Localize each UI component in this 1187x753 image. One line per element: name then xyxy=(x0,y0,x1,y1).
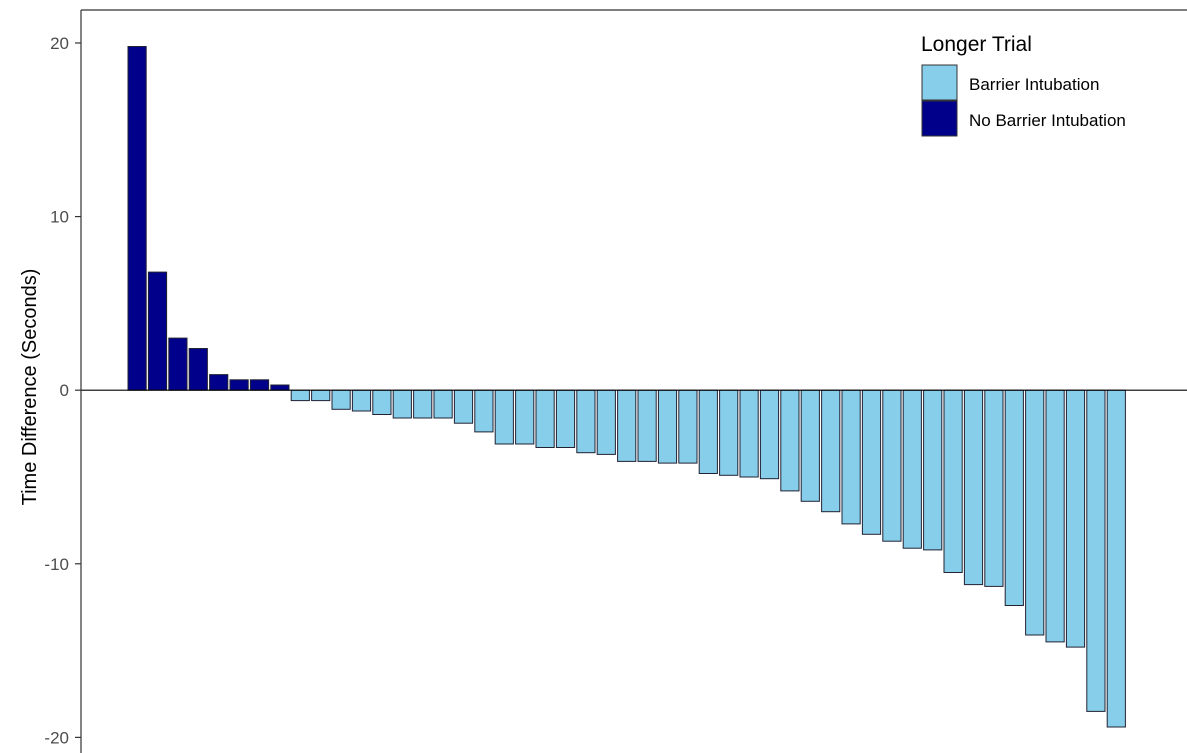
bar-barrier xyxy=(1106,389,1126,728)
bar-barrier xyxy=(596,389,616,455)
bar-no-barrier xyxy=(188,348,208,391)
bar-barrier xyxy=(759,389,780,480)
legend-label-no-barrier: No Barrier Intubation xyxy=(969,111,1126,130)
bar-barrier xyxy=(617,389,637,462)
bar-barrier xyxy=(535,389,555,449)
bar-barrier xyxy=(576,389,596,454)
legend-swatch-barrier xyxy=(921,64,958,101)
legend-title: Longer Trial xyxy=(921,33,1032,56)
bar-barrier xyxy=(392,389,412,419)
bar-barrier xyxy=(372,389,392,416)
bar-barrier xyxy=(351,389,372,412)
bar-barrier xyxy=(1065,389,1086,648)
bar-barrier xyxy=(780,389,800,492)
y-tick-label: -10 xyxy=(44,555,69,574)
bar-barrier xyxy=(963,389,984,586)
bar-barrier xyxy=(841,389,861,525)
bar-no-barrier xyxy=(270,384,290,391)
bar-barrier xyxy=(555,389,576,449)
legend-label-barrier: Barrier Intubation xyxy=(969,75,1099,94)
bar-barrier xyxy=(413,389,433,419)
bar-barrier xyxy=(1086,389,1106,712)
bar-barrier xyxy=(821,389,841,513)
bar-barrier xyxy=(1025,389,1045,636)
bar-barrier xyxy=(1045,389,1065,643)
bar-barrier xyxy=(800,389,820,502)
legend: Longer Trial Barrier Intubation No Barri… xyxy=(921,33,1126,137)
bar-barrier xyxy=(861,389,882,535)
bar-no-barrier xyxy=(249,379,270,391)
bar-barrier xyxy=(515,389,535,445)
bar-barrier xyxy=(678,389,698,464)
bar-barrier xyxy=(984,389,1004,587)
y-axis-ticks: 20 10 0 -10 -20 xyxy=(44,34,81,747)
y-tick-label: 20 xyxy=(50,34,69,53)
bar-barrier xyxy=(882,389,902,542)
bar-no-barrier xyxy=(209,374,229,391)
bar-barrier xyxy=(739,389,759,478)
bar-barrier xyxy=(1004,389,1024,607)
bar-barrier xyxy=(657,389,678,464)
bar-barrier xyxy=(923,389,943,551)
y-tick-label: 10 xyxy=(50,208,69,227)
bar-barrier xyxy=(453,389,474,424)
y-tick-label: -20 xyxy=(44,728,69,747)
bars-group xyxy=(127,46,1126,728)
bar-barrier xyxy=(311,389,331,402)
bar-barrier xyxy=(494,389,514,445)
bar-no-barrier xyxy=(147,271,168,391)
bar-no-barrier xyxy=(168,337,188,391)
bar-no-barrier xyxy=(127,46,147,391)
bar-barrier xyxy=(290,389,310,402)
y-tick-label: 0 xyxy=(60,381,69,400)
bar-barrier xyxy=(719,389,739,476)
bar-barrier xyxy=(474,389,494,433)
bar-barrier xyxy=(698,389,718,475)
bar-no-barrier xyxy=(229,379,249,391)
legend-swatch-no-barrier xyxy=(921,100,958,137)
bar-barrier xyxy=(433,389,453,419)
y-axis-label: Time Difference (Seconds) xyxy=(19,269,41,506)
bar-barrier xyxy=(331,389,351,410)
bar-barrier xyxy=(637,389,657,462)
bar-barrier xyxy=(902,389,922,549)
bar-barrier xyxy=(943,389,963,574)
